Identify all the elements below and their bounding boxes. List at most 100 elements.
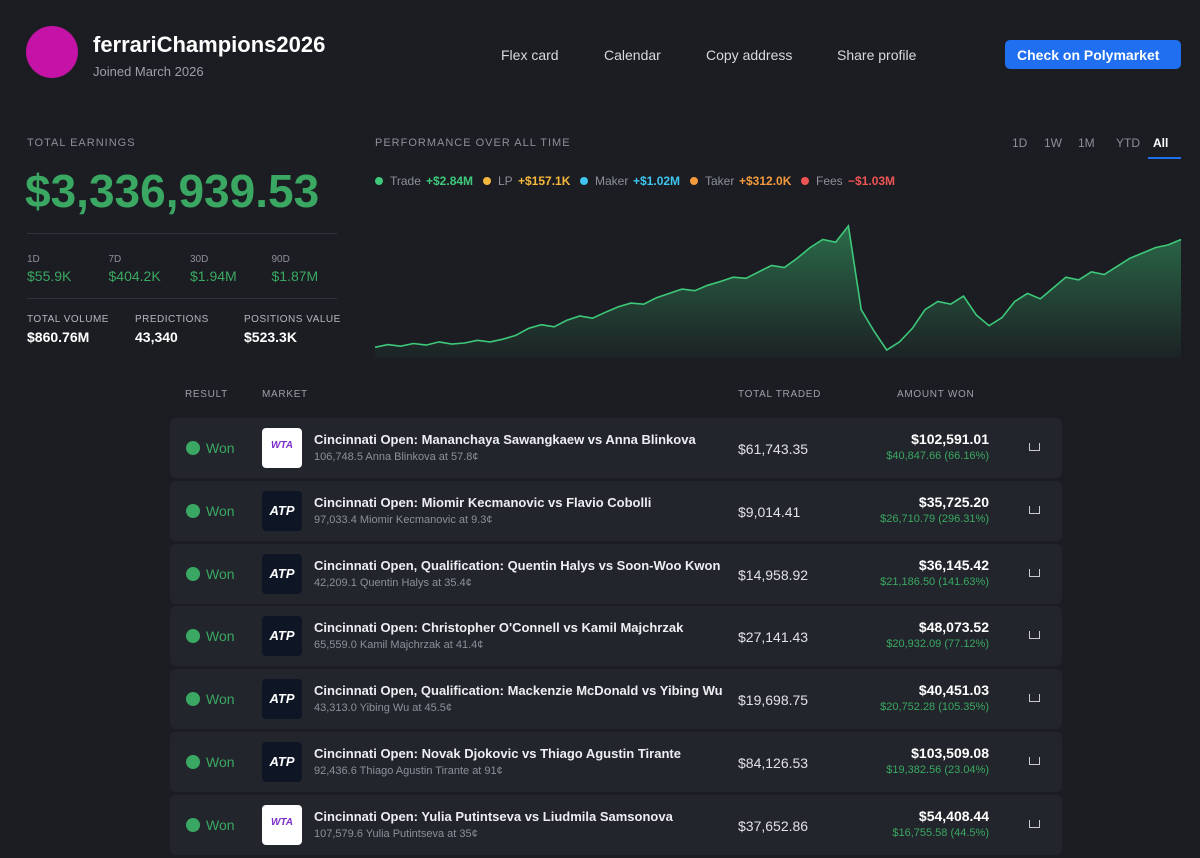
- legend-value: −$1.03M: [848, 174, 896, 188]
- nav-link[interactable]: Share profile: [837, 47, 917, 63]
- amount-won: $103,509.08: [911, 745, 989, 761]
- logo-text: ATP: [269, 565, 295, 581]
- position: 65,559.0 Kamil Majchrzak at 41.4¢: [314, 639, 484, 652]
- amount-won: $48,073.52: [918, 619, 989, 636]
- nav-link[interactable]: Flex card: [501, 47, 559, 63]
- cta-button[interactable]: [1005, 40, 1181, 69]
- range-tab[interactable]: 1D: [1012, 136, 1028, 150]
- cta-text[interactable]: Check on Polymarket: [1017, 47, 1160, 63]
- check-icon: [186, 503, 200, 518]
- range-tab[interactable]: YTD: [1116, 136, 1140, 150]
- market-title[interactable]: Cincinnati Open, Qualification: Quentin …: [314, 557, 721, 573]
- period-label: 1D: [27, 254, 40, 265]
- check-icon: [186, 629, 200, 644]
- total-traded: $14,958.92: [738, 566, 809, 583]
- range-underline: [1148, 157, 1181, 159]
- period-value: $1.87M: [271, 268, 319, 284]
- nav-link[interactable]: Copy address: [706, 47, 793, 63]
- total-traded: $27,141.43: [738, 629, 809, 646]
- share-icon[interactable]: [1029, 443, 1040, 451]
- share-icon[interactable]: [1029, 819, 1040, 828]
- logo: [262, 553, 302, 594]
- logo-text: WTA: [270, 440, 294, 451]
- avatar: [26, 26, 78, 78]
- profit: $16,755.58 (44.5%): [892, 826, 989, 839]
- position: 97,033.4 Miomir Kecmanovic at 9.3¢: [314, 513, 493, 526]
- check-icon: [186, 441, 200, 455]
- market-title[interactable]: Cincinnati Open: Mananchaya Sawangkaew v…: [314, 432, 696, 447]
- period-label: 30D: [190, 254, 209, 265]
- share-icon[interactable]: [1029, 631, 1040, 640]
- stat-value: $860.76M: [27, 329, 90, 345]
- legend-name: LP: [498, 174, 513, 188]
- total-traded: $61,743.35: [738, 441, 809, 457]
- result: Won: [206, 628, 235, 645]
- earnings-value: $3,336,939.53: [25, 165, 320, 217]
- logo-text: WTA: [270, 816, 294, 828]
- stat-value: $523.3K: [244, 329, 297, 345]
- period-label: 7D: [108, 254, 122, 265]
- range-tab[interactable]: 1W: [1044, 136, 1062, 150]
- profit: $19,382.56 (23.04%): [886, 764, 989, 776]
- market-title[interactable]: Cincinnati Open: Yulia Putintseva vs Liu…: [314, 808, 673, 824]
- row: [170, 480, 1062, 541]
- share-icon[interactable]: [1029, 694, 1040, 703]
- stat-value: 43,340: [135, 329, 178, 345]
- legend-dot: [690, 177, 698, 185]
- nav-link[interactable]: Calendar: [604, 47, 661, 63]
- chart-line: [374, 224, 1182, 352]
- column-header: TOTAL TRADED: [738, 389, 822, 400]
- amount-won: $40,451.03: [918, 682, 989, 699]
- check-icon: [186, 755, 200, 769]
- legend-dot: [580, 177, 588, 185]
- share-icon[interactable]: [1029, 757, 1040, 765]
- logo: [262, 804, 302, 845]
- share-icon[interactable]: [1029, 568, 1040, 577]
- legend-name: Taker: [705, 174, 735, 188]
- total-traded: $84,126.53: [738, 755, 809, 771]
- total-traded: $9,014.41: [738, 503, 801, 520]
- range-tab[interactable]: All: [1153, 136, 1169, 150]
- check-icon: [186, 692, 200, 707]
- logo-text: ATP: [269, 628, 295, 644]
- logo: [262, 616, 302, 657]
- logo-text: ATP: [269, 691, 295, 707]
- market-title[interactable]: Cincinnati Open: Christopher O'Connell v…: [314, 620, 684, 636]
- result: Won: [206, 502, 235, 519]
- amount-won: $36,145.42: [918, 556, 989, 573]
- market-title[interactable]: Cincinnati Open: Miomir Kecmanovic vs Fl…: [314, 494, 652, 510]
- period-value: $1.94M: [190, 268, 237, 284]
- performance-title: PERFORMANCE OVER ALL TIME: [375, 137, 571, 149]
- total-traded: $19,698.75: [738, 692, 809, 709]
- legend-dot: [483, 177, 491, 185]
- position: 42,209.1 Quentin Halys at 35.4¢: [314, 576, 472, 589]
- check-icon: [186, 817, 200, 832]
- stat-label: TOTAL VOLUME: [27, 314, 109, 325]
- earnings-label: TOTAL EARNINGS: [27, 137, 136, 149]
- profit: $20,932.09 (77.12%): [886, 638, 989, 651]
- legend-dot: [801, 177, 809, 185]
- divider: [27, 298, 337, 299]
- row: [170, 606, 1062, 667]
- share-icon[interactable]: [1029, 505, 1040, 514]
- range-tab[interactable]: 1M: [1078, 136, 1095, 150]
- market-title[interactable]: Cincinnati Open: Novak Djokovic vs Thiag…: [314, 746, 681, 761]
- legend-name: Fees: [816, 174, 843, 188]
- period-value: $404.2K: [108, 268, 161, 284]
- logo: [262, 490, 302, 531]
- legend-value: +$312.0K: [739, 174, 792, 188]
- check-icon: [186, 566, 200, 581]
- result: Won: [206, 440, 235, 456]
- row: [170, 669, 1062, 730]
- logo: [262, 742, 302, 782]
- legend-name: Maker: [595, 174, 629, 188]
- stat-label: PREDICTIONS: [135, 314, 209, 325]
- column-header[interactable]: MARKET: [262, 389, 308, 400]
- column-header[interactable]: AMOUNT WON: [897, 389, 975, 400]
- result: Won: [206, 754, 235, 770]
- legend-value: +$1.02M: [633, 174, 681, 188]
- result: Won: [206, 565, 235, 582]
- market-title[interactable]: Cincinnati Open, Qualification: Mackenzi…: [314, 683, 723, 699]
- column-header: RESULT: [185, 389, 228, 400]
